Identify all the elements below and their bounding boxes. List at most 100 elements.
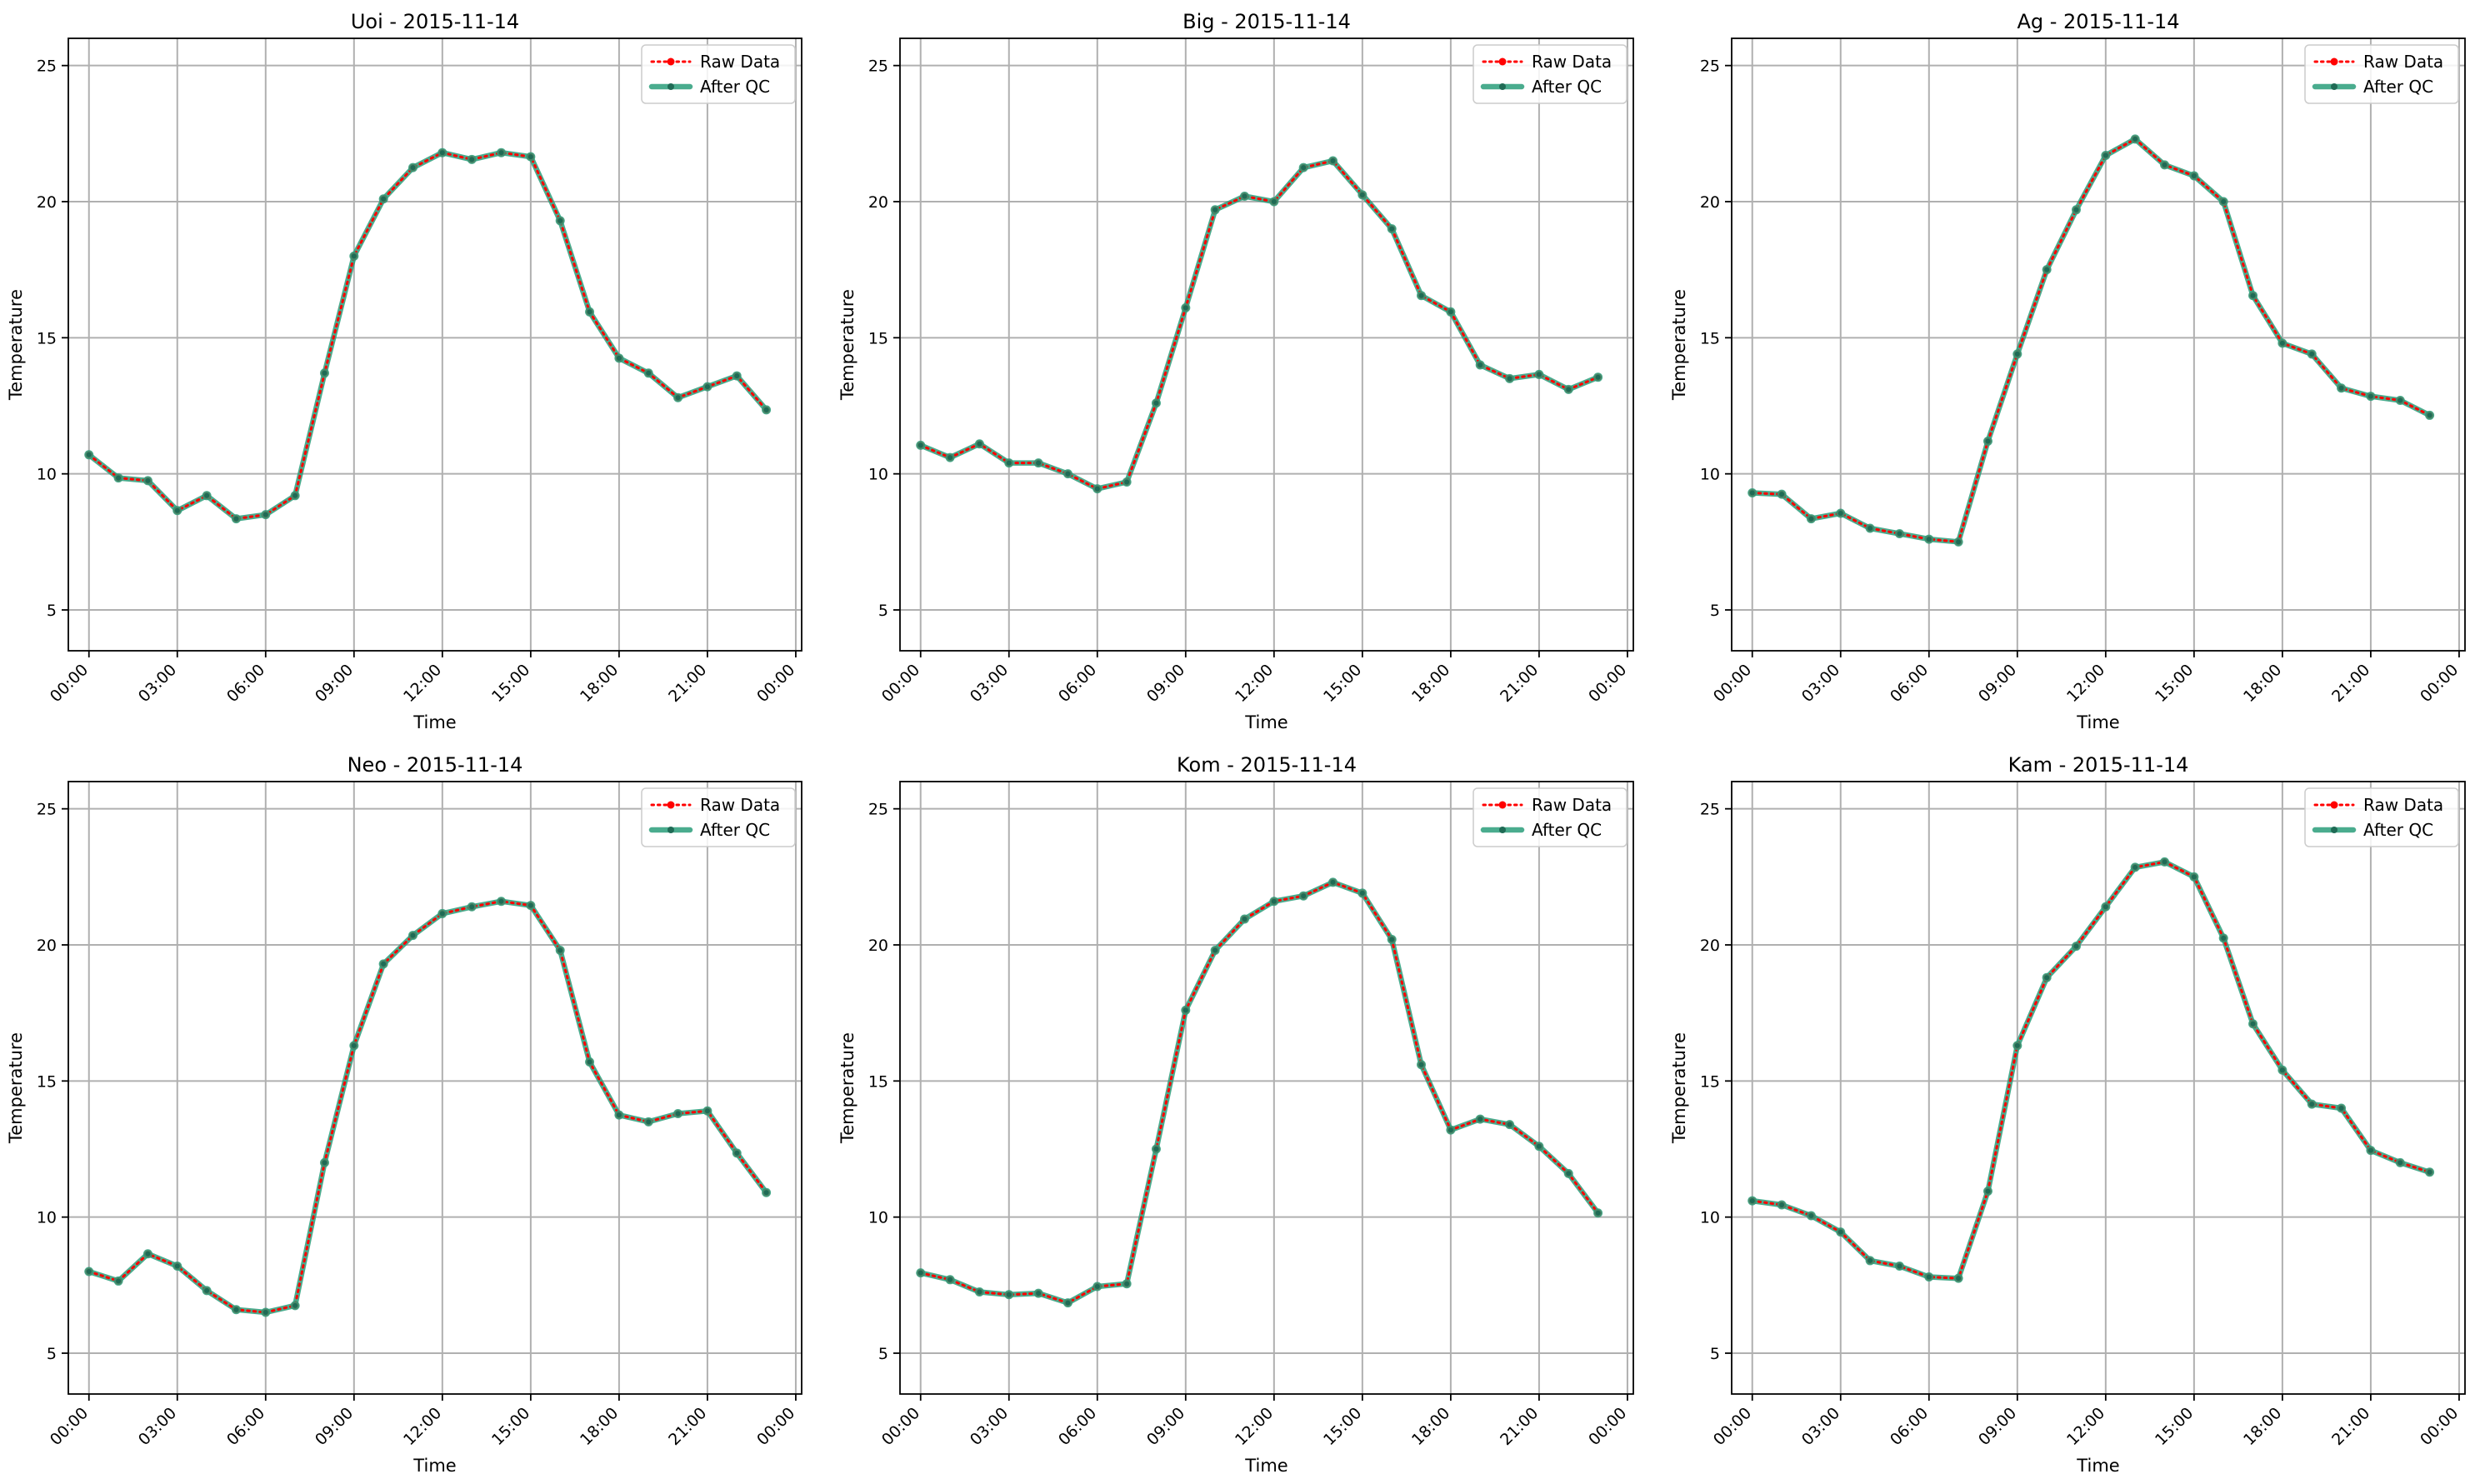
- after-qc-point-center: [1359, 192, 1365, 197]
- after-qc-point-center: [2398, 397, 2403, 403]
- x-tick-label: 21:00: [2328, 661, 2373, 706]
- y-axis-label: Temperature: [1669, 1032, 1689, 1144]
- after-qc-point-center: [616, 355, 622, 361]
- y-axis-label: Temperature: [6, 1032, 26, 1144]
- after-qc-point-center: [1301, 893, 1307, 899]
- x-tick-label: 15:00: [488, 661, 533, 706]
- legend-label-raw-data: Raw Data: [2363, 795, 2443, 815]
- y-axis-label: Temperature: [838, 1032, 858, 1144]
- after-qc-point-center: [322, 370, 328, 376]
- legend-marker-after-qc: [668, 83, 674, 90]
- chart-panel-4: Kom - 2015-11-14 00:00 03:00 06:00 09:00 12:0…: [838, 753, 1634, 1476]
- legend: Raw Data After QC: [641, 44, 796, 104]
- x-tick-label: 06:00: [223, 661, 268, 706]
- x-tick-label: 00:00: [2417, 661, 2462, 706]
- y-tick-label: 15: [37, 1072, 57, 1091]
- after-qc-point-center: [675, 1111, 681, 1117]
- x-tick-label: 03:00: [967, 661, 1012, 706]
- y-tick-label: 25: [37, 57, 57, 76]
- after-qc-point-center: [2221, 935, 2227, 941]
- y-tick-label: 15: [1700, 329, 1720, 347]
- after-qc-point-center: [322, 1160, 328, 1166]
- after-qc-point-center: [2014, 351, 2020, 357]
- y-tick-label: 10: [37, 466, 57, 484]
- after-qc-point-center: [2191, 874, 2197, 880]
- after-qc-point-center: [704, 1108, 710, 1114]
- x-tick-label: 06:00: [223, 1404, 268, 1449]
- chart-panel-3: Neo - 2015-11-14 00:00 03:00 06:00 09:00 12:0…: [6, 753, 802, 1476]
- x-tick-label: 03:00: [1798, 1404, 1843, 1449]
- legend-marker-raw-data: [667, 801, 675, 809]
- x-tick-label: 06:00: [1055, 1404, 1100, 1449]
- after-qc-line: [1749, 859, 2432, 1282]
- after-qc-point-center: [948, 455, 953, 461]
- y-tick-label: 5: [878, 602, 888, 620]
- after-qc-point-center: [1094, 486, 1100, 492]
- y-tick-label: 15: [37, 329, 57, 347]
- after-qc-point-center: [2338, 385, 2344, 391]
- after-qc-point-center: [1271, 199, 1277, 204]
- after-qc-point-center: [204, 1287, 210, 1293]
- after-qc-point-center: [1838, 1229, 1843, 1235]
- legend-label-raw-data: Raw Data: [700, 795, 780, 815]
- x-tick-label: 06:00: [1887, 661, 1932, 706]
- after-qc-point-center: [2132, 136, 2138, 142]
- series-group: [84, 147, 772, 524]
- after-qc-point-center: [1595, 374, 1601, 380]
- x-tick-label: 21:00: [665, 661, 710, 706]
- after-qc-point-center: [1536, 372, 1542, 377]
- after-qc-point-center: [528, 154, 533, 160]
- after-qc-point-center: [1956, 1276, 1962, 1282]
- after-qc-point-center: [1271, 898, 1277, 904]
- after-qc-point-center: [174, 507, 180, 513]
- after-qc-point-center: [292, 492, 298, 498]
- x-tick-label: 03:00: [135, 661, 180, 706]
- after-qc-point-center: [2221, 199, 2227, 204]
- raw-data-line: [919, 881, 1600, 1305]
- x-tick-label: 18:00: [577, 661, 622, 706]
- x-tick-label: 09:00: [1975, 661, 2020, 706]
- y-tick-label: 20: [1700, 937, 1720, 955]
- legend-label-after-qc: After QC: [700, 77, 770, 97]
- x-axis-label: Time: [2076, 712, 2119, 732]
- after-qc-point-center: [1330, 158, 1336, 163]
- x-tick-label: 09:00: [1143, 1404, 1188, 1449]
- after-qc-point-center: [1006, 460, 1012, 466]
- after-qc-point-center: [1749, 1198, 1755, 1204]
- after-qc-point-center: [439, 911, 445, 917]
- after-qc-point-center: [558, 947, 563, 953]
- y-tick-label: 5: [1710, 1345, 1720, 1363]
- after-qc-point-center: [1507, 376, 1512, 382]
- y-tick-label: 5: [878, 1345, 888, 1363]
- after-qc-point-center: [381, 196, 387, 202]
- x-tick-label: 15:00: [1320, 1404, 1365, 1449]
- legend: Raw Data After QC: [2304, 44, 2459, 104]
- legend-label-after-qc: After QC: [1532, 820, 1602, 840]
- legend-label-raw-data: Raw Data: [1532, 52, 1612, 72]
- after-qc-point-center: [351, 253, 357, 259]
- x-tick-label: 12:00: [400, 1404, 445, 1449]
- y-axis-label: Temperature: [6, 289, 26, 401]
- chart-title: Kom - 2015-11-14: [1177, 753, 1357, 777]
- y-tick-label: 10: [1700, 1209, 1720, 1227]
- chart-title: Neo - 2015-11-14: [348, 753, 523, 777]
- x-tick-label: 21:00: [665, 1404, 710, 1449]
- after-qc-point-center: [977, 441, 982, 447]
- x-tick-label: 12:00: [400, 661, 445, 706]
- legend-label-after-qc: After QC: [2363, 820, 2433, 840]
- after-qc-point-center: [948, 1277, 953, 1282]
- chart-title: Ag - 2015-11-14: [2017, 10, 2179, 33]
- after-qc-point-center: [1124, 479, 1130, 485]
- legend-marker-after-qc: [2331, 827, 2338, 833]
- after-qc-point-center: [1036, 460, 1042, 466]
- after-qc-point-center: [2250, 1021, 2256, 1027]
- after-qc-point-center: [1779, 1202, 1785, 1207]
- legend: Raw Data After QC: [641, 787, 796, 847]
- after-qc-point-center: [86, 452, 92, 457]
- after-qc-point-center: [2279, 1067, 2285, 1073]
- after-qc-point-center: [1779, 492, 1785, 497]
- after-qc-point-center: [1124, 1281, 1130, 1287]
- legend-marker-after-qc: [668, 827, 674, 833]
- series-group: [916, 156, 1603, 494]
